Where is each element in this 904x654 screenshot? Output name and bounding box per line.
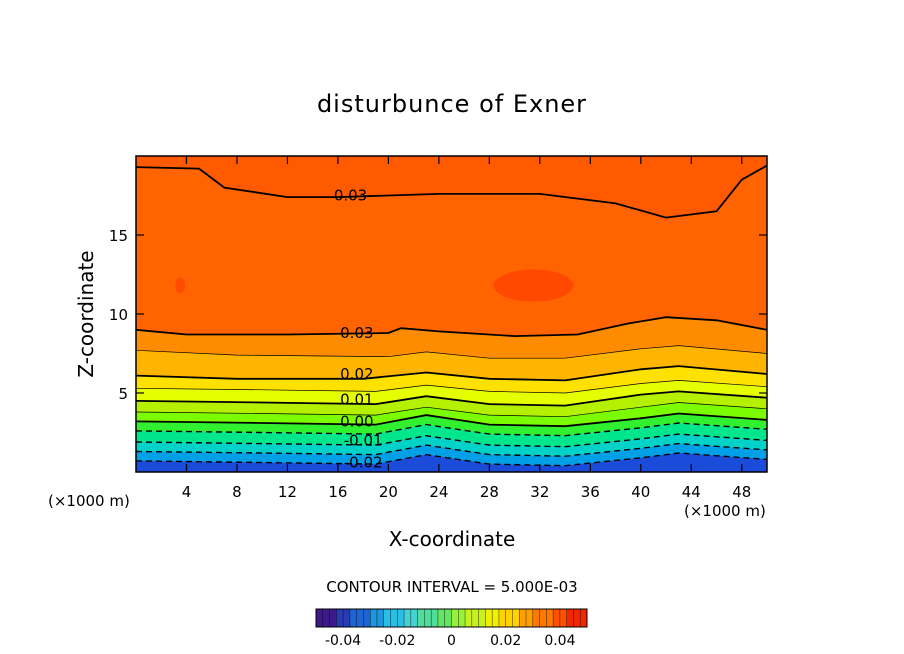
x-tick-label-9: 40 bbox=[631, 483, 650, 501]
colorbar-tick-label-3: 0.02 bbox=[490, 633, 521, 649]
y-tick-label-2: 15 bbox=[109, 227, 128, 245]
colorbar-tick-label-2: 0 bbox=[447, 633, 456, 649]
colorbar-cell bbox=[397, 609, 405, 627]
contour-lines bbox=[136, 164, 767, 467]
colorbar-cell bbox=[444, 609, 452, 627]
colorbar-cell bbox=[431, 609, 439, 627]
contour-label-5: -0.01 bbox=[344, 431, 383, 449]
colorbar-cell bbox=[492, 609, 500, 627]
colorbar-cell bbox=[417, 609, 425, 627]
colorbar-cell bbox=[404, 609, 412, 627]
colorbar-cell bbox=[329, 609, 337, 627]
contour-label-3: 0.01 bbox=[340, 390, 373, 408]
y-axis-label: Z-coordinate bbox=[74, 250, 98, 377]
x-tick-label-10: 44 bbox=[682, 483, 701, 501]
x-tick-label-8: 36 bbox=[581, 483, 600, 501]
x-axis-ticks: 4 8 12 16 20 24 28 32 36 40 44 48 bbox=[182, 156, 751, 501]
x-tick-label-11: 48 bbox=[732, 483, 751, 501]
y-axis-ticks: 5 10 15 bbox=[109, 227, 767, 403]
colorbar-cell bbox=[566, 609, 574, 627]
colorbar-cell bbox=[376, 609, 385, 627]
max-core-left bbox=[175, 277, 186, 294]
colorbar-tick-label-1: -0.02 bbox=[379, 633, 415, 649]
colorbar-cell bbox=[451, 609, 459, 627]
chart-title: disturbunce of Exner bbox=[317, 90, 587, 118]
colorbar-cell bbox=[349, 609, 357, 627]
colorbar-cell bbox=[546, 609, 554, 627]
contour-line-9 bbox=[136, 433, 767, 448]
colorbar-cell bbox=[390, 609, 398, 627]
contour-line-6 bbox=[136, 402, 767, 418]
colorbar-cell bbox=[539, 609, 547, 627]
x-unit-right: (×1000 m) bbox=[684, 502, 766, 520]
contour-labels: 0.03 0.03 0.02 0.01 0.00-0.01 -0.02 bbox=[334, 187, 383, 472]
contour-label-0: 0.03 bbox=[334, 187, 367, 205]
x-unit-left: (×1000 m) bbox=[48, 492, 130, 510]
x-tick-label-4: 20 bbox=[379, 483, 398, 501]
plot-area: 0.03 0.03 0.02 0.01 0.00-0.01 -0.02 bbox=[135, 155, 768, 473]
contour-label-6: -0.02 bbox=[344, 454, 383, 472]
colorbar-cell bbox=[424, 609, 432, 627]
colorbar-tick-label-4: 0.04 bbox=[544, 633, 575, 649]
colorbar-cell bbox=[526, 609, 534, 627]
colorbar-cell bbox=[458, 609, 466, 627]
contour-fills bbox=[136, 156, 767, 472]
contour-line-7 bbox=[136, 412, 767, 428]
colorbar-cell bbox=[573, 609, 581, 627]
contour-line-1 bbox=[136, 316, 767, 338]
colorbar-cell bbox=[559, 609, 567, 627]
colorbar-cell bbox=[410, 609, 418, 627]
colorbar-cell bbox=[322, 609, 330, 627]
colorbar-cell bbox=[363, 609, 371, 627]
x-tick-label-7: 32 bbox=[530, 483, 549, 501]
colorbar-cell bbox=[532, 609, 540, 627]
contour-label-4: 0.00 bbox=[340, 412, 373, 430]
colorbar-cell bbox=[553, 609, 561, 627]
colorbar-cell bbox=[370, 609, 378, 627]
colorbar-frame bbox=[315, 608, 588, 628]
contour-line-0 bbox=[136, 164, 767, 219]
contour-line-3 bbox=[136, 365, 767, 382]
x-tick-label-6: 28 bbox=[480, 483, 499, 501]
x-tick-label-3: 16 bbox=[328, 483, 347, 501]
colorbar-tick-labels: -0.04 -0.02 0 0.02 0.04 bbox=[325, 633, 576, 649]
colorbar-cell bbox=[316, 609, 324, 627]
contour-label-1: 0.03 bbox=[340, 324, 373, 342]
colorbar-cell bbox=[485, 609, 493, 627]
colorbar-cell bbox=[343, 609, 351, 627]
x-tick-label-5: 24 bbox=[429, 483, 448, 501]
colorbar-cell bbox=[356, 609, 364, 627]
colorbar-cell bbox=[383, 609, 391, 627]
x-axis-label: X-coordinate bbox=[389, 527, 516, 551]
x-tick-label-2: 12 bbox=[278, 483, 297, 501]
y-tick-label-1: 10 bbox=[109, 306, 128, 324]
colorbar-cell bbox=[580, 609, 588, 627]
colorbar-cell bbox=[336, 609, 344, 627]
colorbar-tick-label-0: -0.04 bbox=[325, 633, 361, 649]
y-tick-label-0: 5 bbox=[118, 385, 128, 403]
contour-line-10 bbox=[136, 442, 767, 457]
colorbar-cell bbox=[519, 609, 527, 627]
colorbar-cell bbox=[437, 609, 446, 627]
x-tick-label-1: 8 bbox=[232, 483, 242, 501]
contour-line-8 bbox=[136, 422, 767, 437]
colorbar-cell bbox=[471, 609, 479, 627]
x-tick-label-0: 4 bbox=[182, 483, 192, 501]
colorbar-cell bbox=[478, 609, 486, 627]
colorbar-cell bbox=[498, 609, 506, 627]
contour-line-2 bbox=[136, 345, 767, 359]
max-core bbox=[493, 269, 574, 302]
colorbar-cell bbox=[505, 609, 513, 627]
contour-line-4 bbox=[136, 380, 767, 394]
colorbar-cell bbox=[465, 609, 473, 627]
contour-line-5 bbox=[136, 390, 767, 407]
colorbar bbox=[315, 608, 588, 628]
contour-interval-text: CONTOUR INTERVAL = 5.000E-03 bbox=[326, 578, 577, 596]
contour-label-2: 0.02 bbox=[340, 365, 373, 383]
colorbar-cell bbox=[512, 609, 520, 627]
